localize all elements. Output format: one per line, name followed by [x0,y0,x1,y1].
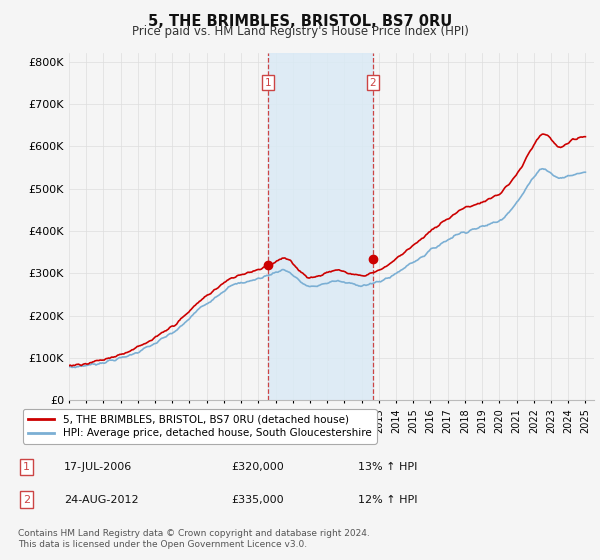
Bar [268,53,373,400]
Text: 1: 1 [265,78,271,88]
Text: 12% ↑ HPI: 12% ↑ HPI [358,494,417,505]
Text: 17-JUL-2006: 17-JUL-2006 [64,462,132,472]
Text: Contains HM Land Registry data © Crown copyright and database right 2024.
This d: Contains HM Land Registry data © Crown c… [18,529,370,549]
Text: 5, THE BRIMBLES, BRISTOL, BS7 0RU: 5, THE BRIMBLES, BRISTOL, BS7 0RU [148,14,452,29]
Text: 24-AUG-2012: 24-AUG-2012 [64,494,139,505]
Text: £335,000: £335,000 [231,494,284,505]
Text: Price paid vs. HM Land Registry's House Price Index (HPI): Price paid vs. HM Land Registry's House … [131,25,469,38]
Text: 2: 2 [370,78,376,88]
Text: 1: 1 [23,462,30,472]
Legend: 5, THE BRIMBLES, BRISTOL, BS7 0RU (detached house), HPI: Average price, detached: 5, THE BRIMBLES, BRISTOL, BS7 0RU (detac… [23,409,377,444]
Text: 2: 2 [23,494,30,505]
Text: 13% ↑ HPI: 13% ↑ HPI [358,462,417,472]
Text: £320,000: £320,000 [231,462,284,472]
